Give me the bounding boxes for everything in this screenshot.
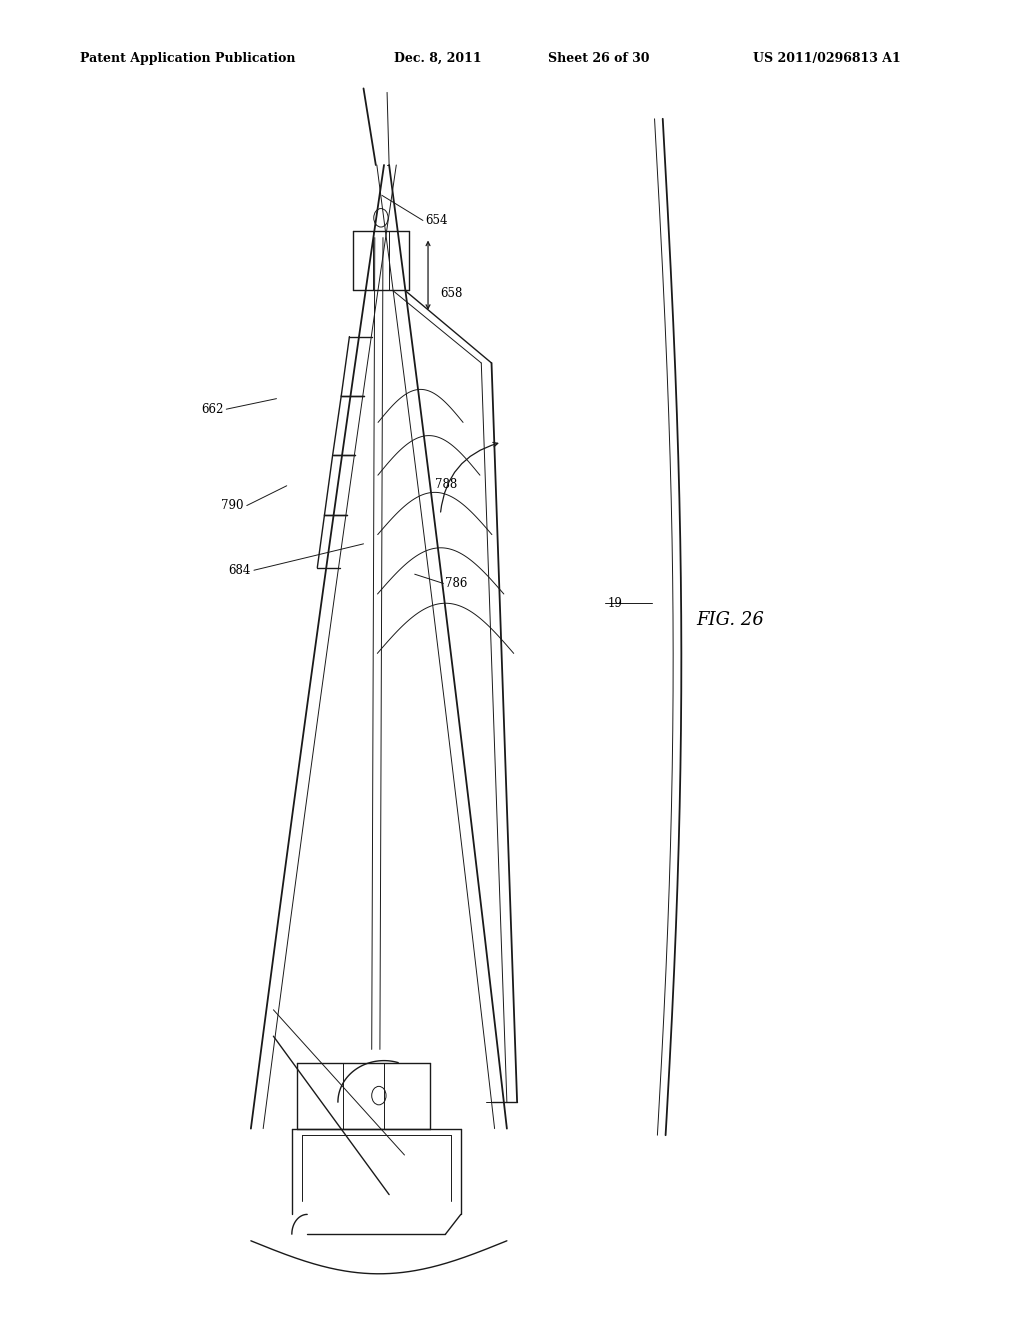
Text: Sheet 26 of 30: Sheet 26 of 30 xyxy=(548,51,649,65)
Text: Dec. 8, 2011: Dec. 8, 2011 xyxy=(394,51,482,65)
Text: 19: 19 xyxy=(607,597,623,610)
Text: 658: 658 xyxy=(440,286,463,300)
Text: 684: 684 xyxy=(228,564,251,577)
Text: 790: 790 xyxy=(221,499,244,512)
Text: Patent Application Publication: Patent Application Publication xyxy=(80,51,295,65)
Text: 654: 654 xyxy=(425,214,447,227)
Text: 662: 662 xyxy=(201,403,223,416)
Text: 786: 786 xyxy=(445,577,468,590)
Text: 788: 788 xyxy=(435,478,458,491)
Text: FIG. 26: FIG. 26 xyxy=(696,611,764,630)
Text: US 2011/0296813 A1: US 2011/0296813 A1 xyxy=(753,51,900,65)
